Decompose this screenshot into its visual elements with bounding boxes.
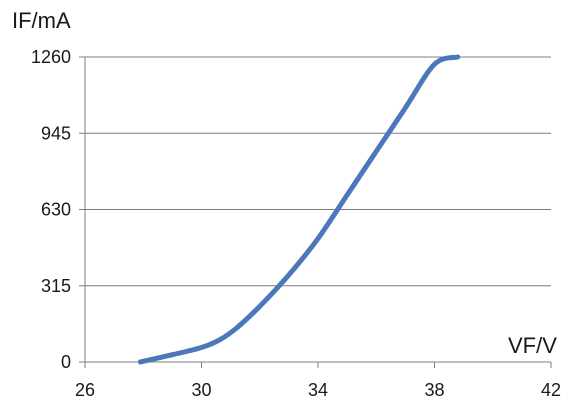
y-tick-label-2: 630 [41,200,71,220]
x-tick-label-2: 34 [308,380,328,400]
x-tick-label-1: 30 [191,380,211,400]
y-tick-label-0: 0 [61,352,71,372]
axes [79,56,552,368]
series-layer [137,54,461,365]
y-axis-title: IF/mA [12,8,71,33]
x-tick-label-3: 38 [424,380,444,400]
y-tick-label-1: 315 [41,276,71,296]
y-tick-label-4: 1260 [31,47,71,67]
x-tick-label-4: 42 [541,380,561,400]
tick-labels: 0 315 630 945 1260 26 30 34 38 42 [31,47,561,400]
gridlines [85,56,551,287]
y-tick-label-3: 945 [41,123,71,143]
x-axis-title: VF/V [508,333,557,358]
series-line-0 [137,54,461,365]
x-tick-label-0: 26 [75,380,95,400]
